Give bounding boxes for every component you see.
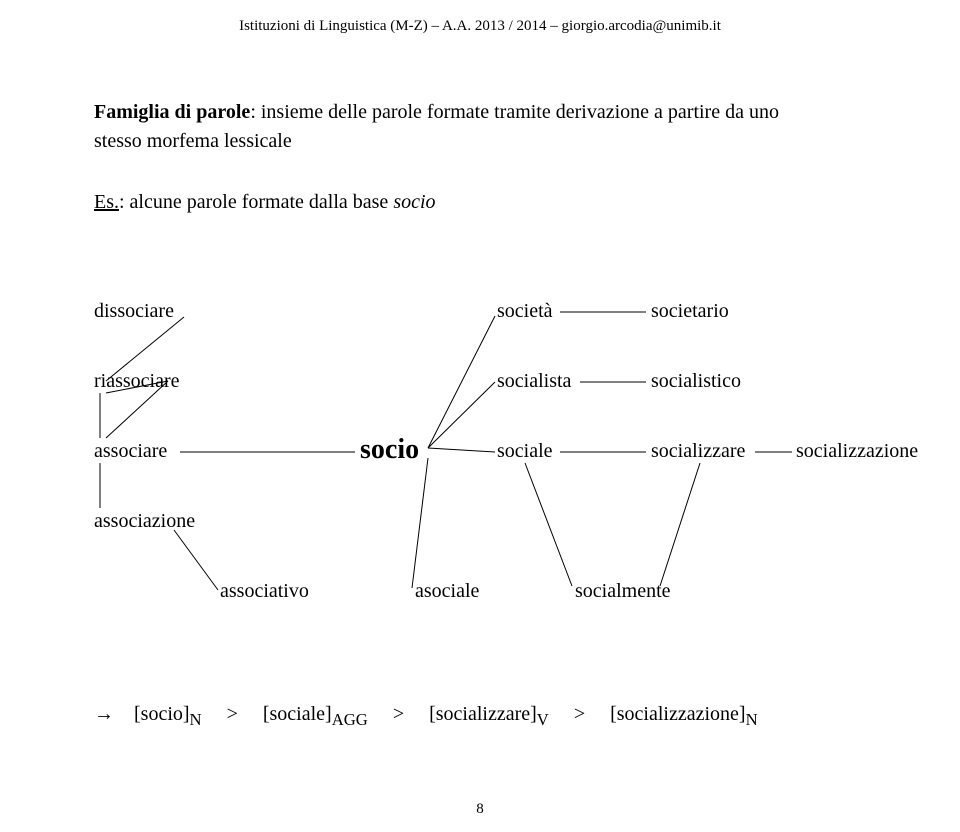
deriv-sub-2: AGG <box>332 710 368 729</box>
arrow-icon: → <box>94 703 114 725</box>
deriv-term-3: [socializzare] <box>429 703 537 725</box>
word-socio: socio <box>360 434 419 466</box>
word-socializzazione: socializzazione <box>796 440 918 463</box>
intro-term: Famiglia di parole <box>94 101 250 123</box>
deriv-sub-1: N <box>190 710 202 729</box>
intro-paragraph: Famiglia di parole: insieme delle parole… <box>94 98 866 156</box>
word-associativo: associativo <box>220 580 309 603</box>
intro-text-1: : insieme delle parole formate tramite d… <box>250 101 779 123</box>
deriv-sub-3: V <box>537 710 549 729</box>
word-socialistico: socialistico <box>651 370 741 393</box>
deriv-gt-1: > <box>227 703 238 725</box>
word-societa: società <box>497 300 553 323</box>
page-header: Istituzioni di Linguistica (M-Z) – A.A. … <box>0 18 960 35</box>
example-label: Es. <box>94 191 119 213</box>
word-asociale: asociale <box>415 580 479 603</box>
word-riassociare: riassociare <box>94 370 180 393</box>
word-associazione: associazione <box>94 510 195 533</box>
word-socialmente: socialmente <box>575 580 671 603</box>
word-dissociare: dissociare <box>94 300 174 323</box>
page: Istituzioni di Linguistica (M-Z) – A.A. … <box>0 0 960 832</box>
deriv-gt-2: > <box>393 703 404 725</box>
derivation-chain: → [socio]N > [sociale]AGG > [socializzar… <box>94 700 894 732</box>
deriv-sub-4: N <box>746 710 758 729</box>
word-associare: associare <box>94 440 167 463</box>
deriv-term-4: [socializzazione] <box>610 703 745 725</box>
intro-text-2: stesso morfema lessicale <box>94 130 292 152</box>
page-number: 8 <box>0 801 960 818</box>
deriv-term-1: [socio] <box>134 703 190 725</box>
example-line: Es.: alcune parole formate dalla base so… <box>94 188 866 217</box>
word-sociale: sociale <box>497 440 553 463</box>
deriv-term-2: [sociale] <box>263 703 332 725</box>
word-socialista: socialista <box>497 370 571 393</box>
deriv-gt-3: > <box>574 703 585 725</box>
word-socializzare: socializzare <box>651 440 745 463</box>
example-base: socio <box>393 191 435 213</box>
example-text: : alcune parole formate dalla base <box>119 191 393 213</box>
word-societario: societario <box>651 300 729 323</box>
